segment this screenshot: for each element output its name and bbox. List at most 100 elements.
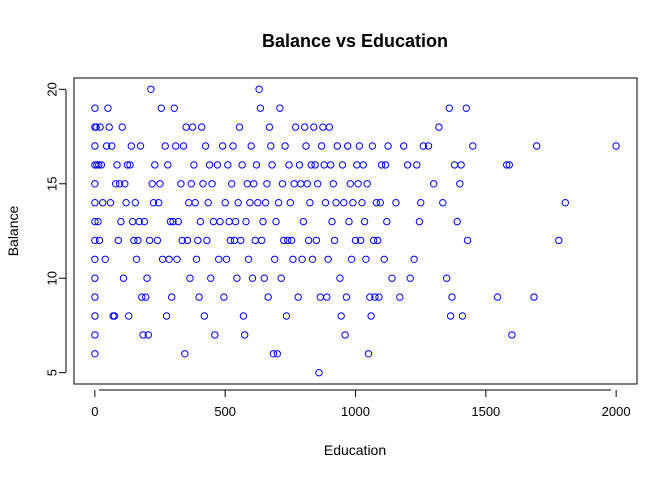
data-point [303, 180, 311, 188]
data-point [191, 199, 199, 207]
data-point [237, 236, 245, 245]
data-point [346, 180, 354, 188]
data-point [264, 293, 272, 301]
data-point [354, 180, 362, 188]
data-point [301, 123, 309, 131]
data-point [413, 161, 421, 169]
data-point [307, 161, 315, 169]
data-point [200, 312, 209, 320]
data-point [201, 142, 210, 150]
data-point [396, 293, 404, 301]
data-point [172, 142, 180, 150]
data-point [285, 161, 293, 169]
data-point [392, 199, 400, 207]
data-point [204, 199, 212, 207]
data-point [222, 255, 231, 263]
data-point [280, 236, 288, 245]
data-point [469, 142, 477, 150]
data-point [169, 217, 177, 226]
data-point [102, 142, 111, 150]
data-point [351, 236, 360, 245]
data-point [446, 312, 455, 320]
y-tick-label: 10 [45, 271, 60, 285]
data-point [153, 236, 162, 245]
data-point [244, 255, 253, 263]
data-point [138, 293, 146, 301]
data-point [144, 331, 153, 339]
data-point [91, 293, 99, 301]
data-point [108, 142, 116, 150]
data-point [430, 180, 438, 188]
data-point [381, 161, 390, 169]
data-point [220, 293, 228, 301]
data-point [168, 293, 176, 301]
data-point [183, 236, 192, 245]
data-point [340, 199, 348, 207]
data-point [216, 217, 224, 226]
data-point [177, 180, 185, 188]
data-point [359, 161, 367, 169]
data-point [140, 217, 149, 226]
data-point [252, 161, 261, 169]
data-point [284, 236, 292, 245]
data-point [321, 199, 330, 207]
data-point [419, 142, 427, 150]
data-point [207, 274, 215, 282]
data-point [190, 161, 198, 169]
data-point [271, 255, 279, 263]
data-point [225, 217, 233, 226]
y-tick-label: 20 [45, 82, 60, 96]
data-point [255, 85, 263, 94]
data-point [91, 217, 99, 226]
data-point [333, 142, 341, 150]
x-tick-label: 1500 [471, 404, 500, 419]
data-point [218, 142, 227, 150]
data-point [289, 255, 297, 263]
data-point [221, 199, 229, 207]
data-point [130, 236, 138, 245]
data-point [267, 142, 275, 150]
data-point [263, 180, 271, 188]
data-point [128, 217, 137, 226]
data-point [106, 199, 115, 207]
data-point [370, 236, 378, 245]
data-point [312, 236, 321, 245]
data-point [164, 161, 172, 169]
data-point [209, 217, 218, 226]
data-point [456, 180, 464, 188]
data-point [229, 142, 237, 150]
data-point [211, 331, 219, 339]
data-point [91, 350, 99, 358]
data-point [306, 199, 314, 207]
data-point [247, 142, 255, 150]
data-point [415, 217, 424, 226]
data-point [260, 274, 268, 282]
data-point [118, 123, 126, 131]
data-point [383, 217, 391, 226]
data-point [327, 161, 335, 169]
data-point [374, 236, 382, 245]
x-tick-label: 0 [91, 404, 98, 419]
data-point [462, 104, 470, 112]
data-point [91, 142, 99, 150]
data-point [372, 199, 381, 207]
data-point [358, 199, 366, 207]
data-point [555, 236, 563, 245]
data-point [199, 180, 207, 188]
data-point [143, 274, 151, 282]
data-point [435, 123, 443, 131]
data-point [234, 199, 242, 207]
data-points [91, 85, 620, 377]
data-point [122, 199, 130, 207]
data-point [323, 293, 331, 301]
data-point [131, 199, 140, 207]
data-point [226, 236, 235, 245]
data-point [119, 274, 128, 282]
data-point [445, 104, 453, 112]
data-point [250, 180, 258, 188]
data-point [316, 293, 324, 301]
data-point [242, 217, 250, 226]
data-point [196, 217, 205, 226]
data-point [417, 199, 425, 207]
data-point [400, 142, 408, 150]
